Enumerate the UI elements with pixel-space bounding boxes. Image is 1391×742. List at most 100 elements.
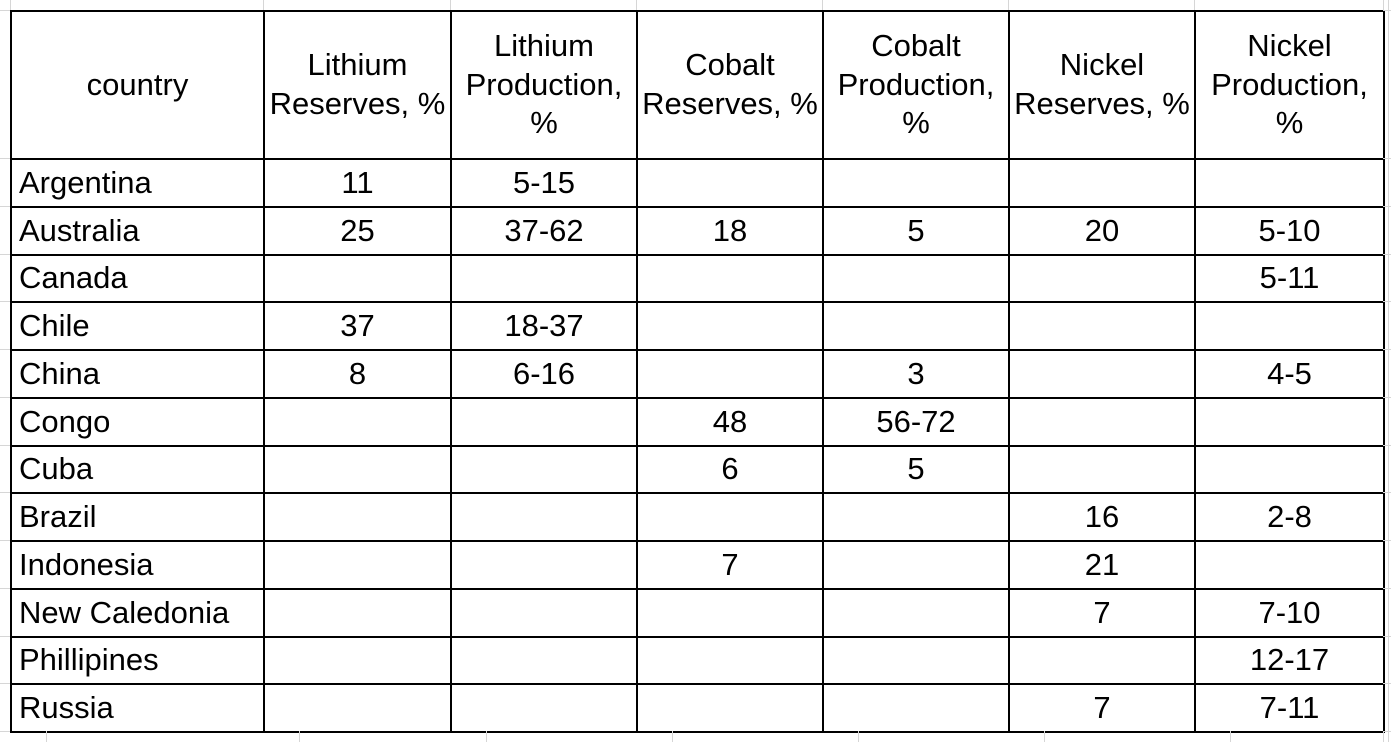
value-cell[interactable]: 16 — [1008, 492, 1196, 542]
value-cell[interactable] — [636, 683, 824, 733]
table-row: Australia 25 37-62 18 5 20 5-10 — [10, 205, 1385, 256]
value-cell[interactable]: 7-11 — [1194, 683, 1385, 733]
table-row: Chile 37 18-37 — [10, 301, 1385, 351]
value-cell[interactable] — [822, 683, 1010, 733]
value-cell[interactable] — [263, 444, 452, 495]
value-cell[interactable] — [1008, 253, 1196, 304]
value-cell[interactable]: 7 — [1008, 587, 1196, 638]
value-cell[interactable] — [450, 540, 638, 590]
value-cell[interactable] — [822, 635, 1010, 686]
country-cell[interactable]: Canada — [10, 253, 265, 304]
value-cell[interactable] — [636, 158, 824, 208]
value-cell[interactable] — [263, 253, 452, 304]
col-header-cobalt-reserves[interactable]: Cobalt Reserves, % — [636, 10, 824, 160]
value-cell[interactable]: 7 — [636, 540, 824, 590]
value-cell[interactable] — [636, 349, 824, 399]
col-header-lithium-reserves[interactable]: Lithium Reserves, % — [263, 10, 452, 160]
value-cell[interactable]: 11 — [263, 158, 452, 208]
country-cell[interactable]: Indonesia — [10, 540, 265, 590]
value-cell[interactable] — [450, 683, 638, 733]
gridline-stub-bottom — [1230, 731, 1231, 742]
country-cell[interactable]: Australia — [10, 205, 265, 256]
value-cell[interactable] — [636, 587, 824, 638]
value-cell[interactable] — [636, 253, 824, 304]
value-cell[interactable]: 5-10 — [1194, 205, 1385, 256]
table-row: Indonesia 7 21 — [10, 540, 1385, 590]
col-header-nickel-reserves[interactable]: Nickel Reserves, % — [1008, 10, 1196, 160]
gridline-stub-bottom — [486, 731, 487, 742]
value-cell[interactable]: 25 — [263, 205, 452, 256]
value-cell[interactable]: 6-16 — [450, 349, 638, 399]
value-cell[interactable] — [636, 301, 824, 351]
country-cell[interactable]: Chile — [10, 301, 265, 351]
value-cell[interactable]: 5-15 — [450, 158, 638, 208]
gridline-stub-bottom — [858, 731, 859, 742]
value-cell[interactable] — [1008, 158, 1196, 208]
value-cell[interactable]: 4-5 — [1194, 349, 1385, 399]
value-cell[interactable]: 18-37 — [450, 301, 638, 351]
value-cell[interactable] — [822, 158, 1010, 208]
value-cell[interactable] — [450, 635, 638, 686]
value-cell[interactable] — [1194, 158, 1385, 208]
value-cell[interactable]: 6 — [636, 444, 824, 495]
col-header-nickel-production[interactable]: Nickel Production, % — [1194, 10, 1385, 160]
col-header-cobalt-production[interactable]: Cobalt Production, % — [822, 10, 1010, 160]
value-cell[interactable] — [636, 635, 824, 686]
value-cell[interactable] — [450, 396, 638, 447]
country-cell[interactable]: Argentina — [10, 158, 265, 208]
gridline-stub-top — [263, 0, 264, 10]
value-cell[interactable] — [1008, 349, 1196, 399]
value-cell[interactable]: 48 — [636, 396, 824, 447]
value-cell[interactable] — [1008, 444, 1196, 495]
value-cell[interactable] — [822, 540, 1010, 590]
value-cell[interactable] — [822, 587, 1010, 638]
value-cell[interactable] — [450, 444, 638, 495]
value-cell[interactable]: 3 — [822, 349, 1010, 399]
country-cell[interactable]: New Caledonia — [10, 587, 265, 638]
gridline-stub-left — [0, 10, 10, 11]
value-cell[interactable] — [263, 396, 452, 447]
value-cell[interactable] — [263, 492, 452, 542]
value-cell[interactable]: 37 — [263, 301, 452, 351]
value-cell[interactable]: 5 — [822, 205, 1010, 256]
value-cell[interactable] — [822, 253, 1010, 304]
value-cell[interactable] — [636, 492, 824, 542]
value-cell[interactable] — [263, 683, 452, 733]
country-cell[interactable]: Phillipines — [10, 635, 265, 686]
value-cell[interactable] — [450, 492, 638, 542]
value-cell[interactable] — [1008, 635, 1196, 686]
value-cell[interactable] — [450, 587, 638, 638]
country-cell[interactable]: Cuba — [10, 444, 265, 495]
value-cell[interactable] — [1194, 540, 1385, 590]
value-cell[interactable] — [822, 301, 1010, 351]
value-cell[interactable]: 20 — [1008, 205, 1196, 256]
value-cell[interactable]: 56-72 — [822, 396, 1010, 447]
col-header-lithium-production[interactable]: Lithium Production, % — [450, 10, 638, 160]
value-cell[interactable]: 37-62 — [450, 205, 638, 256]
value-cell[interactable]: 18 — [636, 205, 824, 256]
value-cell[interactable]: 7 — [1008, 683, 1196, 733]
value-cell[interactable]: 7-10 — [1194, 587, 1385, 638]
value-cell[interactable] — [263, 635, 452, 686]
country-cell[interactable]: Congo — [10, 396, 265, 447]
value-cell[interactable] — [1008, 301, 1196, 351]
country-cell[interactable]: China — [10, 349, 265, 399]
country-cell[interactable]: Brazil — [10, 492, 265, 542]
value-cell[interactable]: 21 — [1008, 540, 1196, 590]
value-cell[interactable]: 8 — [263, 349, 452, 399]
value-cell[interactable] — [822, 492, 1010, 542]
value-cell[interactable]: 5 — [822, 444, 1010, 495]
value-cell[interactable] — [1194, 444, 1385, 495]
gridline-stub-top — [1194, 0, 1195, 10]
value-cell[interactable]: 12-17 — [1194, 635, 1385, 686]
country-cell[interactable]: Russia — [10, 683, 265, 733]
value-cell[interactable] — [1194, 301, 1385, 351]
value-cell[interactable]: 2-8 — [1194, 492, 1385, 542]
value-cell[interactable] — [1194, 396, 1385, 447]
value-cell[interactable]: 5-11 — [1194, 253, 1385, 304]
value-cell[interactable] — [263, 587, 452, 638]
value-cell[interactable] — [263, 540, 452, 590]
value-cell[interactable] — [450, 253, 638, 304]
col-header-country[interactable]: country — [10, 10, 265, 160]
value-cell[interactable] — [1008, 396, 1196, 447]
